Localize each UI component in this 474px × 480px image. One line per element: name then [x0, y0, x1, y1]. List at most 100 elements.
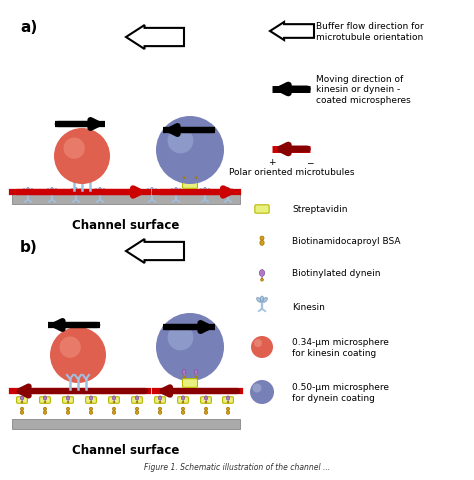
Ellipse shape [74, 188, 78, 193]
Circle shape [253, 384, 262, 393]
Ellipse shape [206, 189, 210, 194]
Ellipse shape [77, 189, 81, 194]
Circle shape [182, 401, 184, 403]
Circle shape [250, 380, 274, 404]
Ellipse shape [194, 370, 198, 374]
Ellipse shape [153, 189, 157, 194]
Text: Biotinamidocaproyl BSA: Biotinamidocaproyl BSA [292, 237, 401, 246]
Text: Moving direction of
kinesin or dynein -
coated microspheres: Moving direction of kinesin or dynein - … [316, 75, 411, 105]
Text: b): b) [20, 240, 38, 254]
Ellipse shape [43, 410, 46, 414]
Polygon shape [270, 23, 314, 41]
Ellipse shape [200, 189, 204, 194]
Ellipse shape [20, 410, 24, 414]
Ellipse shape [158, 410, 162, 414]
FancyBboxPatch shape [223, 397, 233, 404]
Circle shape [195, 178, 197, 179]
Circle shape [20, 408, 24, 410]
Circle shape [182, 408, 184, 410]
Ellipse shape [182, 171, 186, 176]
Ellipse shape [44, 396, 46, 400]
Ellipse shape [194, 171, 198, 176]
Circle shape [159, 401, 161, 403]
Circle shape [136, 408, 138, 410]
Ellipse shape [174, 188, 178, 193]
Text: −: − [306, 157, 314, 167]
Ellipse shape [47, 189, 51, 194]
Text: Channel surface: Channel surface [73, 443, 180, 456]
Text: a): a) [20, 20, 37, 35]
Ellipse shape [204, 396, 208, 400]
Circle shape [44, 408, 46, 410]
Circle shape [254, 339, 262, 347]
Polygon shape [126, 240, 184, 264]
Ellipse shape [260, 297, 264, 302]
FancyBboxPatch shape [182, 180, 198, 189]
Circle shape [90, 401, 92, 403]
Ellipse shape [182, 410, 185, 414]
Circle shape [261, 279, 264, 281]
Ellipse shape [112, 410, 116, 414]
Circle shape [50, 327, 106, 383]
Ellipse shape [136, 410, 139, 414]
Polygon shape [126, 26, 184, 50]
Circle shape [21, 401, 23, 403]
FancyBboxPatch shape [201, 397, 211, 404]
Ellipse shape [20, 396, 24, 400]
Ellipse shape [229, 189, 233, 194]
Ellipse shape [99, 188, 101, 193]
Circle shape [251, 336, 273, 358]
Text: Kinesin: Kinesin [292, 303, 325, 312]
Text: Polar oriented microtubules: Polar oriented microtubules [229, 168, 355, 177]
Circle shape [113, 401, 115, 403]
Ellipse shape [150, 188, 154, 193]
Ellipse shape [66, 396, 70, 400]
Circle shape [204, 408, 208, 410]
Ellipse shape [90, 396, 92, 400]
Circle shape [90, 408, 92, 410]
Bar [12, 194, 240, 204]
Ellipse shape [182, 370, 186, 374]
FancyBboxPatch shape [40, 397, 50, 404]
Ellipse shape [95, 189, 99, 194]
Ellipse shape [177, 189, 181, 194]
Ellipse shape [158, 396, 162, 400]
Circle shape [260, 237, 264, 240]
Ellipse shape [71, 189, 75, 194]
Circle shape [168, 128, 193, 154]
Ellipse shape [66, 410, 70, 414]
Ellipse shape [27, 188, 29, 193]
Text: 0.50-μm microsphere
for dynein coating: 0.50-μm microsphere for dynein coating [292, 383, 389, 402]
Ellipse shape [147, 189, 151, 194]
Ellipse shape [260, 241, 264, 246]
FancyBboxPatch shape [86, 397, 96, 404]
Circle shape [227, 408, 229, 410]
Ellipse shape [259, 270, 264, 277]
Text: Buffer flow direction for
microtubule orientation: Buffer flow direction for microtubule or… [316, 22, 424, 42]
Circle shape [66, 408, 70, 410]
Circle shape [54, 129, 110, 185]
FancyBboxPatch shape [155, 397, 165, 404]
Circle shape [183, 376, 185, 378]
Ellipse shape [136, 396, 138, 400]
FancyBboxPatch shape [17, 397, 27, 404]
Text: Biotinylated dynein: Biotinylated dynein [292, 269, 381, 278]
Circle shape [67, 401, 69, 403]
Ellipse shape [256, 298, 261, 303]
Ellipse shape [50, 188, 54, 193]
Ellipse shape [112, 396, 116, 400]
Text: +: + [268, 157, 276, 167]
Ellipse shape [227, 396, 229, 400]
Circle shape [136, 401, 138, 403]
Circle shape [156, 313, 224, 381]
Text: 0.34-μm microsphere
for kinesin coating: 0.34-μm microsphere for kinesin coating [292, 337, 389, 357]
Bar [12, 419, 240, 429]
Ellipse shape [227, 410, 229, 414]
Circle shape [112, 408, 116, 410]
FancyBboxPatch shape [182, 379, 198, 387]
Ellipse shape [53, 189, 57, 194]
Ellipse shape [263, 298, 267, 303]
Circle shape [156, 117, 224, 185]
Ellipse shape [227, 188, 229, 193]
Ellipse shape [182, 396, 184, 400]
